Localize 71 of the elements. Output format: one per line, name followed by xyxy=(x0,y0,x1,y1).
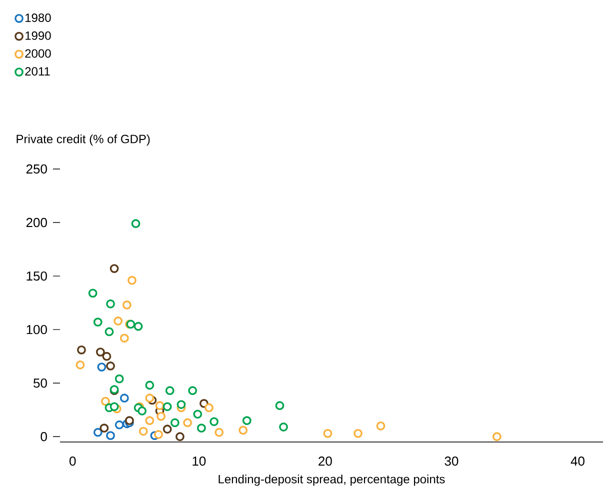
point xyxy=(279,422,288,432)
point xyxy=(275,401,284,410)
point xyxy=(162,424,172,434)
point xyxy=(102,352,112,361)
point xyxy=(134,322,143,331)
point xyxy=(176,432,184,442)
point xyxy=(162,402,172,412)
point xyxy=(170,418,180,428)
x-tick-label: 10 xyxy=(192,456,206,466)
point xyxy=(110,402,119,412)
y-tick-label: 200 xyxy=(26,218,47,228)
y-tick-label: 0 xyxy=(40,432,47,442)
y-tick-label: 250 xyxy=(26,164,47,174)
legend-label: 2011 xyxy=(25,67,50,76)
point xyxy=(122,300,132,310)
point xyxy=(128,276,136,285)
y-tick-label: 150 xyxy=(26,271,47,281)
legend-label: 2000 xyxy=(25,49,51,58)
point xyxy=(106,362,115,370)
point xyxy=(154,430,163,439)
point xyxy=(196,424,206,433)
x-axis-title: Lending-deposit spread, percentage points xyxy=(218,474,445,486)
point xyxy=(176,400,186,409)
point xyxy=(145,394,154,403)
x-tick-label: 0 xyxy=(70,456,76,466)
point xyxy=(204,403,214,412)
point xyxy=(155,401,164,410)
point xyxy=(97,362,106,372)
point xyxy=(145,380,154,390)
point xyxy=(77,345,86,354)
point xyxy=(214,428,224,437)
point xyxy=(138,426,148,436)
point xyxy=(114,316,123,326)
point xyxy=(376,421,386,430)
point xyxy=(106,431,115,440)
point xyxy=(238,426,248,435)
point xyxy=(100,424,109,433)
point xyxy=(188,386,198,396)
point xyxy=(93,318,102,327)
point xyxy=(165,386,174,396)
legend-label: 1990 xyxy=(26,31,51,40)
point xyxy=(138,406,147,416)
point xyxy=(183,418,192,428)
point xyxy=(110,264,119,273)
point xyxy=(242,416,252,426)
y-axis-title: Private credit (% of GDP) xyxy=(16,134,150,146)
point xyxy=(106,299,115,308)
point xyxy=(104,327,114,336)
y-tick-label: 100 xyxy=(26,324,47,334)
point xyxy=(145,416,154,426)
x-tick-label: 40 xyxy=(570,456,584,466)
point xyxy=(76,360,85,370)
point xyxy=(120,394,129,403)
point xyxy=(101,396,110,406)
legend-label: 1980 xyxy=(26,13,51,22)
point xyxy=(156,412,166,421)
point xyxy=(93,428,102,437)
point xyxy=(88,288,98,298)
point xyxy=(96,348,105,357)
x-tick-label: 20 xyxy=(318,456,332,466)
point xyxy=(114,420,124,430)
point xyxy=(323,428,332,438)
y-tick-label: 50 xyxy=(34,378,47,388)
point xyxy=(210,417,219,426)
point xyxy=(193,410,202,419)
x-tick-label: 30 xyxy=(444,456,458,466)
point xyxy=(131,219,140,228)
point xyxy=(120,334,129,343)
point xyxy=(114,374,124,384)
point xyxy=(492,432,502,442)
point xyxy=(354,428,362,438)
